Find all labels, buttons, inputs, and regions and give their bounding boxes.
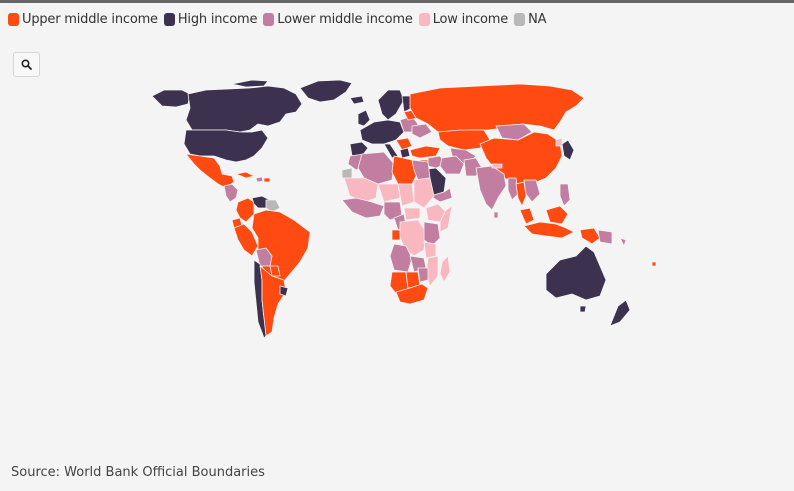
country-fiji[interactable]: [651, 261, 657, 267]
magnifier-icon: [21, 59, 32, 70]
country-arctic-islands[interactable]: [231, 79, 269, 88]
country-brazil[interactable]: [251, 209, 311, 291]
legend-swatch: [418, 13, 430, 26]
country-uruguay[interactable]: [279, 285, 289, 297]
legend-swatch: [263, 13, 275, 26]
country-car[interactable]: [403, 207, 421, 221]
country-colombia[interactable]: [235, 197, 255, 223]
legend-label: Lower middle income: [277, 12, 413, 27]
world-map: [151, 79, 657, 339]
country-indonesia[interactable]: [523, 221, 575, 239]
country-balkans[interactable]: [395, 137, 413, 151]
country-paraguay[interactable]: [269, 265, 281, 277]
country-india[interactable]: [475, 165, 507, 211]
country-madagascar[interactable]: [439, 255, 451, 283]
country-cuba[interactable]: [235, 171, 255, 179]
country-new-zealand[interactable]: [609, 299, 631, 327]
country-thailand[interactable]: [515, 181, 527, 207]
country-papua[interactable]: [579, 227, 601, 245]
legend-label: Low income: [432, 12, 509, 27]
legend-swatch: [514, 13, 526, 26]
country-mexico[interactable]: [185, 153, 235, 189]
zoom-button[interactable]: [13, 52, 40, 77]
legend-item-lower-middle-income[interactable]: Lower middle income: [263, 12, 413, 27]
legend-item-na[interactable]: NA: [514, 12, 546, 27]
country-russia[interactable]: [409, 83, 585, 133]
legend: Upper middle income High income Lower mi…: [8, 12, 546, 27]
country-mauritania-mali[interactable]: [343, 177, 379, 203]
legend-swatch: [163, 13, 175, 26]
country-kazakhstan[interactable]: [437, 129, 491, 151]
country-philippines[interactable]: [559, 183, 571, 207]
legend-label: High income: [177, 12, 258, 27]
country-algeria[interactable]: [357, 151, 395, 185]
country-tanzania[interactable]: [423, 241, 437, 259]
country-peru[interactable]: [233, 223, 259, 257]
country-central-america[interactable]: [223, 183, 239, 203]
legend-label: NA: [528, 12, 547, 27]
country-greenland[interactable]: [299, 79, 353, 103]
country-tasmania[interactable]: [579, 305, 587, 313]
country-borneo[interactable]: [545, 205, 569, 225]
country-uk[interactable]: [357, 109, 371, 127]
country-canada[interactable]: [185, 85, 303, 133]
country-zimbabwe[interactable]: [417, 267, 429, 283]
country-east-africa[interactable]: [423, 221, 441, 247]
country-indochina[interactable]: [523, 179, 541, 203]
country-turkey[interactable]: [409, 145, 441, 159]
country-caribbean[interactable]: [263, 177, 271, 183]
country-gabon[interactable]: [391, 229, 401, 241]
source-note: Source: World Bank Official Boundaries: [11, 465, 265, 480]
country-png[interactable]: [597, 229, 613, 245]
country-ukraine[interactable]: [411, 123, 433, 139]
country-mongolia[interactable]: [495, 123, 533, 141]
country-argentina[interactable]: [259, 265, 287, 337]
country-norway-sweden[interactable]: [377, 89, 405, 121]
legend-item-upper-middle-income[interactable]: Upper middle income: [8, 12, 158, 27]
country-iceland[interactable]: [349, 95, 365, 105]
legend-item-low-income[interactable]: Low income: [418, 12, 509, 27]
country-australia[interactable]: [545, 245, 607, 301]
country-guianas[interactable]: [265, 199, 281, 213]
country-sudan[interactable]: [413, 177, 435, 209]
country-nepal[interactable]: [491, 163, 503, 169]
legend-item-high-income[interactable]: High income: [163, 12, 258, 27]
country-greece[interactable]: [399, 147, 411, 159]
country-alaska[interactable]: [151, 89, 191, 108]
country-malaysia[interactable]: [519, 207, 535, 225]
country-western-sahara[interactable]: [341, 167, 353, 179]
country-west-africa[interactable]: [341, 197, 385, 219]
country-italy[interactable]: [383, 143, 399, 159]
legend-swatch: [8, 13, 19, 26]
country-haiti[interactable]: [255, 176, 264, 183]
country-niger[interactable]: [377, 183, 401, 203]
legend-label: Upper middle income: [22, 12, 158, 27]
country-yemen-oman[interactable]: [429, 187, 453, 203]
top-rule: [0, 0, 794, 3]
country-somalia[interactable]: [439, 205, 453, 233]
country-myanmar[interactable]: [507, 177, 519, 201]
country-south-africa[interactable]: [395, 283, 429, 305]
country-sri-lanka[interactable]: [493, 211, 499, 219]
country-korea-japan[interactable]: [561, 139, 575, 161]
country-iran[interactable]: [439, 155, 465, 175]
country-north-korea[interactable]: [555, 137, 563, 147]
country-pacific-isles[interactable]: [619, 237, 627, 247]
country-iberia[interactable]: [349, 141, 369, 157]
country-western-europe[interactable]: [359, 119, 405, 145]
